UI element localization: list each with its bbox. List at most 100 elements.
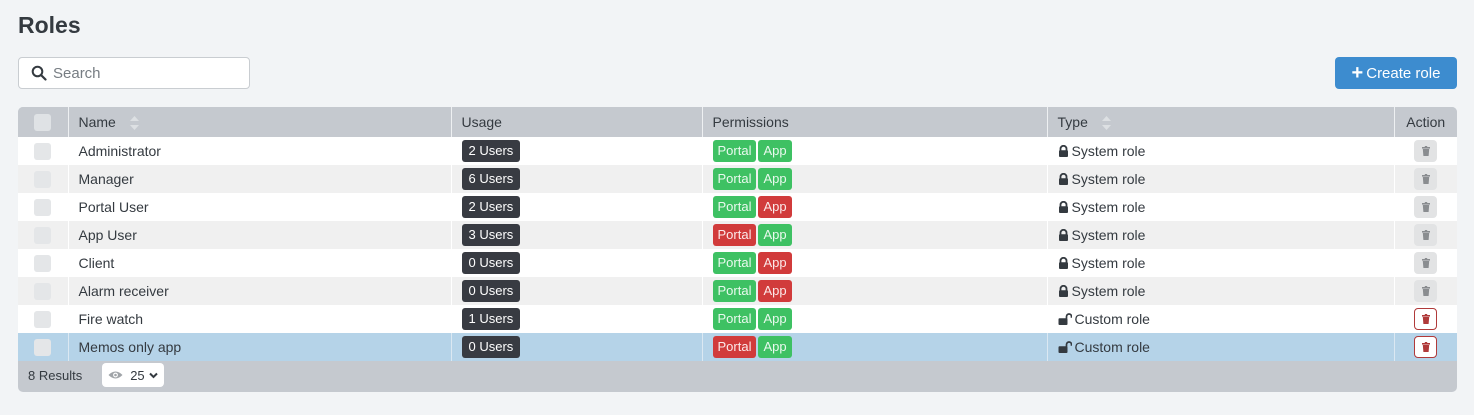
action-cell bbox=[1394, 277, 1457, 305]
usage-badge: 0 Users bbox=[461, 252, 521, 274]
table-row[interactable]: Client 0 Users Portal App System role bbox=[18, 249, 1457, 277]
type-cell: System role bbox=[1047, 277, 1395, 305]
usage-cell: 2 Users bbox=[451, 137, 703, 165]
plus-icon: + bbox=[1351, 62, 1364, 84]
row-select[interactable] bbox=[18, 221, 69, 249]
trash-icon bbox=[1421, 230, 1430, 240]
action-cell bbox=[1394, 249, 1457, 277]
row-select[interactable] bbox=[18, 277, 69, 305]
table-row[interactable]: Portal User 2 Users Portal App System role bbox=[18, 193, 1457, 221]
role-name[interactable]: Manager bbox=[68, 165, 452, 193]
page-size-select[interactable]: 25 bbox=[102, 363, 165, 387]
table-row[interactable]: App User 3 Users Portal App System role bbox=[18, 221, 1457, 249]
create-role-label: Create role bbox=[1366, 64, 1441, 82]
column-header-permissions: Permissions bbox=[702, 107, 1048, 137]
role-name[interactable]: Administrator bbox=[68, 137, 452, 165]
type-cell: System role bbox=[1047, 221, 1395, 249]
action-cell bbox=[1394, 137, 1457, 165]
column-header-action: Action bbox=[1394, 107, 1457, 137]
portal-permission-badge: Portal bbox=[712, 224, 757, 246]
role-name[interactable]: Alarm receiver bbox=[68, 277, 452, 305]
column-header-type[interactable]: Type bbox=[1047, 107, 1395, 137]
role-name[interactable]: Portal User bbox=[68, 193, 452, 221]
row-checkbox[interactable] bbox=[34, 310, 52, 328]
usage-badge: 2 Users bbox=[461, 140, 521, 162]
app-permission-badge: App bbox=[758, 280, 792, 302]
portal-permission-badge: Portal bbox=[712, 336, 757, 358]
select-all-checkbox[interactable] bbox=[34, 113, 52, 131]
delete-role-button[interactable] bbox=[1414, 336, 1438, 358]
app-permission-badge: App bbox=[758, 252, 792, 274]
delete-role-button[interactable] bbox=[1414, 308, 1438, 330]
usage-badge: 2 Users bbox=[461, 196, 521, 218]
search-box[interactable] bbox=[18, 57, 250, 89]
unlock-icon bbox=[1058, 341, 1072, 353]
delete-role-button bbox=[1414, 140, 1438, 162]
row-select[interactable] bbox=[18, 137, 69, 165]
usage-cell: 0 Users bbox=[451, 333, 703, 361]
action-cell bbox=[1394, 193, 1457, 221]
permissions-cell: Portal App bbox=[702, 249, 1048, 277]
usage-badge: 6 Users bbox=[461, 168, 521, 190]
delete-role-button bbox=[1414, 196, 1438, 218]
row-checkbox[interactable] bbox=[34, 282, 52, 300]
app-permission-badge: App bbox=[758, 140, 792, 162]
row-select[interactable] bbox=[18, 305, 69, 333]
lock-icon bbox=[1058, 201, 1068, 213]
header-select-all[interactable] bbox=[18, 107, 69, 137]
role-type: System role bbox=[1071, 199, 1146, 215]
row-checkbox[interactable] bbox=[34, 226, 52, 244]
action-cell bbox=[1394, 221, 1457, 249]
portal-permission-badge: Portal bbox=[712, 168, 757, 190]
app-permission-badge: App bbox=[758, 196, 792, 218]
type-cell: System role bbox=[1047, 193, 1395, 221]
usage-cell: 0 Users bbox=[451, 277, 703, 305]
type-cell: Custom role bbox=[1047, 333, 1395, 361]
permissions-cell: Portal App bbox=[702, 193, 1048, 221]
permissions-cell: Portal App bbox=[702, 277, 1048, 305]
row-select[interactable] bbox=[18, 333, 69, 361]
usage-cell: 2 Users bbox=[451, 193, 703, 221]
create-role-button[interactable]: + Create role bbox=[1335, 57, 1457, 89]
table-row[interactable]: Memos only app 0 Users Portal App Custom rol… bbox=[18, 333, 1457, 361]
search-input[interactable] bbox=[53, 64, 243, 82]
row-checkbox[interactable] bbox=[34, 142, 52, 160]
delete-role-button bbox=[1414, 280, 1438, 302]
permissions-cell: Portal App bbox=[702, 305, 1048, 333]
trash-icon bbox=[1421, 146, 1430, 156]
row-checkbox[interactable] bbox=[34, 170, 52, 188]
role-name[interactable]: Fire watch bbox=[68, 305, 452, 333]
column-header-name[interactable]: Name bbox=[68, 107, 452, 137]
row-checkbox[interactable] bbox=[34, 198, 52, 216]
role-type: System role bbox=[1071, 255, 1146, 271]
usage-cell: 6 Users bbox=[451, 165, 703, 193]
table-header-row: Name Usage Permissions Type Action bbox=[18, 107, 1457, 137]
table-row[interactable]: Manager 6 Users Portal App System role bbox=[18, 165, 1457, 193]
row-select[interactable] bbox=[18, 165, 69, 193]
row-checkbox[interactable] bbox=[34, 338, 52, 356]
trash-icon bbox=[1421, 286, 1430, 296]
row-checkbox[interactable] bbox=[34, 254, 52, 272]
usage-badge: 0 Users bbox=[461, 280, 521, 302]
role-type: Custom role bbox=[1074, 339, 1150, 355]
portal-permission-badge: Portal bbox=[712, 196, 757, 218]
permissions-cell: Portal App bbox=[702, 333, 1048, 361]
role-name[interactable]: App User bbox=[68, 221, 452, 249]
table-row[interactable]: Fire watch 1 Users Portal App Custom role bbox=[18, 305, 1457, 333]
sort-icon bbox=[129, 116, 139, 131]
action-cell bbox=[1394, 165, 1457, 193]
usage-badge: 1 Users bbox=[461, 308, 521, 330]
role-name[interactable]: Client bbox=[68, 249, 452, 277]
table-row[interactable]: Alarm receiver 0 Users Portal App System rol… bbox=[18, 277, 1457, 305]
page-title: Roles bbox=[18, 12, 81, 38]
table-row[interactable]: Administrator 2 Users Portal App System role bbox=[18, 137, 1457, 165]
usage-badge: 0 Users bbox=[461, 336, 521, 358]
trash-icon bbox=[1421, 314, 1430, 324]
action-cell bbox=[1394, 305, 1457, 333]
lock-icon bbox=[1058, 145, 1068, 157]
role-type: System role bbox=[1071, 227, 1146, 243]
role-name[interactable]: Memos only app bbox=[68, 333, 452, 361]
row-select[interactable] bbox=[18, 249, 69, 277]
portal-permission-badge: Portal bbox=[712, 140, 757, 162]
row-select[interactable] bbox=[18, 193, 69, 221]
